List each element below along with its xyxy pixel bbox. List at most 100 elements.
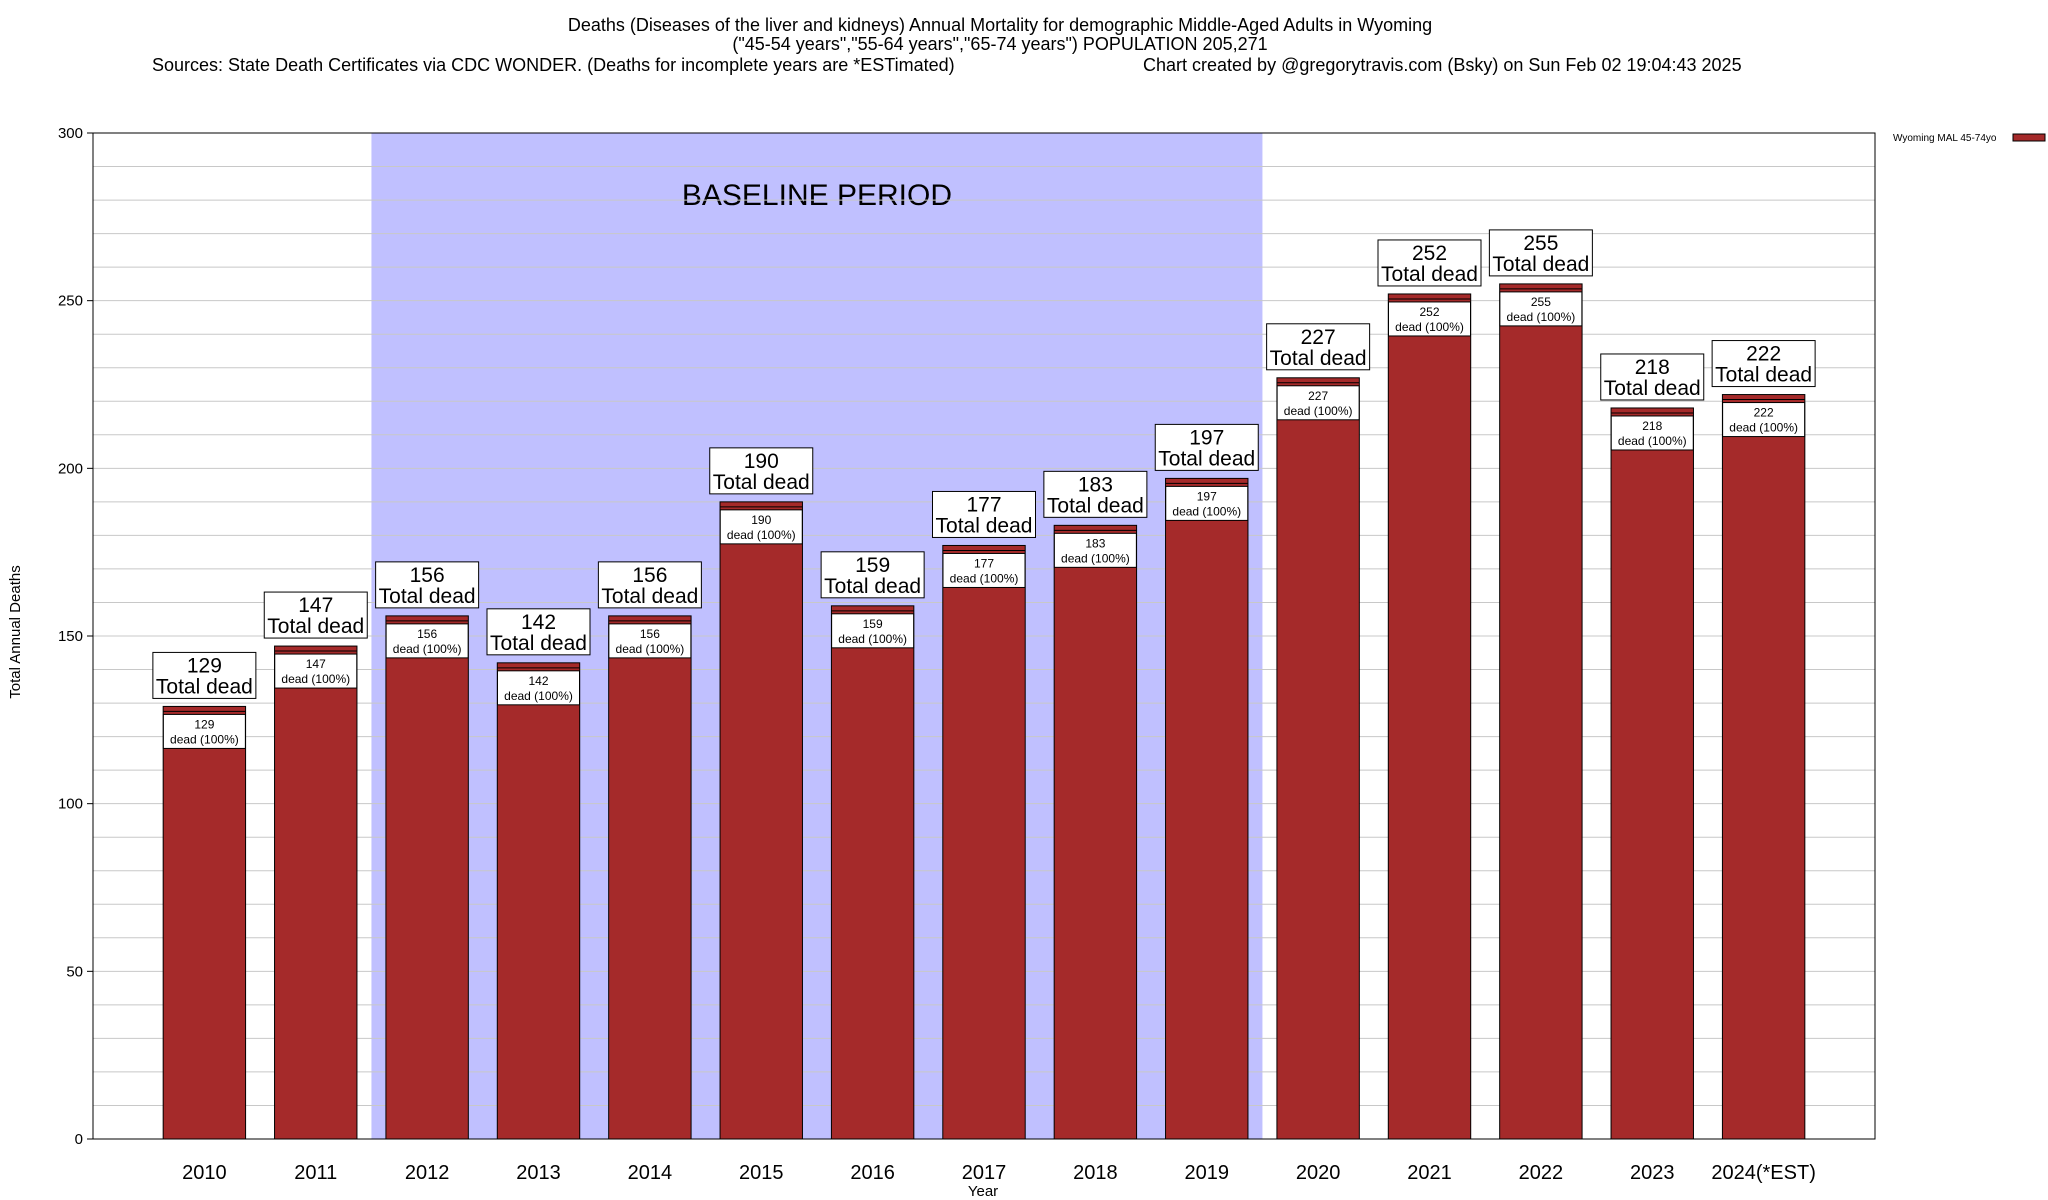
total-dead-label: Total dead xyxy=(713,471,810,494)
x-tick-label: 2015 xyxy=(739,1162,784,1184)
inner-percent-label: dead (100%) xyxy=(727,528,796,542)
total-value-label: 255 xyxy=(1523,232,1558,255)
total-value-label: 190 xyxy=(744,450,779,473)
bar xyxy=(1276,377,1360,1140)
bar xyxy=(830,605,915,1140)
inner-label-box xyxy=(1276,385,1360,421)
total-dead-label: Total dead xyxy=(267,615,364,638)
inner-percent-label: dead (100%) xyxy=(393,642,462,656)
total-label-box xyxy=(820,551,925,599)
inner-value-label: 227 xyxy=(1308,389,1328,403)
bar xyxy=(274,645,358,1140)
inner-percent-label: dead (100%) xyxy=(1729,421,1798,435)
inner-value-label: 222 xyxy=(1754,406,1774,420)
inner-value-label: 142 xyxy=(528,674,548,688)
plot-frame xyxy=(92,132,1876,1140)
total-dead-label: Total dead xyxy=(1715,364,1812,387)
total-label-box xyxy=(1711,340,1816,388)
total-dead-label: Total dead xyxy=(379,585,476,608)
inner-label-box xyxy=(942,552,1026,588)
inner-label-box xyxy=(1165,485,1249,521)
bar xyxy=(162,705,247,1140)
inner-percent-label: dead (100%) xyxy=(1061,551,1130,565)
inner-percent-label: dead (100%) xyxy=(1618,434,1687,448)
total-dead-label: Total dead xyxy=(1158,447,1255,470)
total-label-box xyxy=(1154,423,1259,471)
x-tick-label: 2013 xyxy=(516,1162,561,1184)
inner-percent-label: dead (100%) xyxy=(1284,404,1353,418)
bar xyxy=(496,662,581,1140)
total-label-box xyxy=(1266,323,1371,371)
total-value-label: 142 xyxy=(521,611,556,634)
total-label-box xyxy=(1043,470,1148,518)
inner-label-box xyxy=(831,613,915,649)
inner-label-box xyxy=(385,623,469,659)
y-tick-label: 150 xyxy=(58,628,83,645)
total-dead-label: Total dead xyxy=(1270,347,1367,370)
total-value-label: 129 xyxy=(187,654,222,677)
bar xyxy=(1053,524,1138,1140)
legend-label: Wyoming MAL 45-74yo xyxy=(1893,133,1997,144)
bar xyxy=(1610,407,1694,1140)
inner-value-label: 218 xyxy=(1642,419,1662,433)
inner-label-box xyxy=(719,509,803,545)
axes-layer: 0 50 100 150 200 250 300 2010 2011 2012 2013 2014 20… xyxy=(58,125,1876,1184)
total-label-box xyxy=(1600,353,1705,401)
inner-percent-label: dead (100%) xyxy=(281,672,350,686)
legend-layer: Wyoming MAL 45-74yo xyxy=(1893,133,2046,144)
inner-label-box xyxy=(608,623,692,659)
inner-value-label: 252 xyxy=(1419,305,1439,319)
inner-value-label: 255 xyxy=(1531,295,1551,309)
total-dead-label: Total dead xyxy=(1492,253,1589,276)
y-tick-label: 100 xyxy=(58,796,83,813)
bar xyxy=(1387,293,1472,1140)
inner-value-label: 177 xyxy=(974,556,994,570)
x-tick-label: 2017 xyxy=(962,1162,1007,1184)
total-value-label: 159 xyxy=(855,554,890,577)
total-label-box xyxy=(375,561,480,609)
inner-value-label: 156 xyxy=(640,627,660,641)
inner-percent-label: dead (100%) xyxy=(1507,310,1576,324)
total-label-box xyxy=(263,591,368,639)
inner-label-box xyxy=(1610,415,1694,451)
y-tick-label: 300 xyxy=(58,125,83,142)
inner-label-box xyxy=(1053,532,1137,568)
inner-percent-label: dead (100%) xyxy=(616,642,685,656)
x-tick-label: 2019 xyxy=(1185,1162,1230,1184)
baseline-label: BASELINE PERIOD xyxy=(682,179,952,212)
inner-percent-label: dead (100%) xyxy=(838,632,907,646)
y-axis-title: Total Annual Deaths xyxy=(7,565,24,698)
x-tick-label: 2018 xyxy=(1073,1162,1118,1184)
inner-value-label: 129 xyxy=(194,717,214,731)
chart-title-line1: Deaths (Diseases of the liver and kidney… xyxy=(568,15,1432,35)
total-label-box xyxy=(1488,229,1593,277)
y-tick-label: 250 xyxy=(58,293,83,310)
inner-label-box xyxy=(1388,301,1471,337)
total-dead-label: Total dead xyxy=(1047,494,1144,517)
total-label-box xyxy=(597,561,702,609)
x-axis-title: Year xyxy=(968,1183,998,1200)
bar xyxy=(1165,477,1249,1140)
inner-value-label: 156 xyxy=(417,627,437,641)
x-tick-label: 2024(*EST) xyxy=(1711,1162,1816,1184)
legend-swatch xyxy=(2012,133,2046,142)
total-label-box xyxy=(486,608,591,656)
bar xyxy=(385,615,469,1140)
x-tick-label: 2021 xyxy=(1407,1162,1452,1184)
inner-value-label: 190 xyxy=(751,513,771,527)
total-dead-label: Total dead xyxy=(156,675,253,698)
inner-percent-label: dead (100%) xyxy=(1395,320,1464,334)
bar xyxy=(608,615,692,1140)
inner-label-box xyxy=(1499,291,1583,327)
chart-title-line2: ("45-54 years","55-64 years","65-74 year… xyxy=(732,34,1267,54)
total-dead-label: Total dead xyxy=(1381,263,1478,286)
inner-label-box xyxy=(497,670,580,706)
